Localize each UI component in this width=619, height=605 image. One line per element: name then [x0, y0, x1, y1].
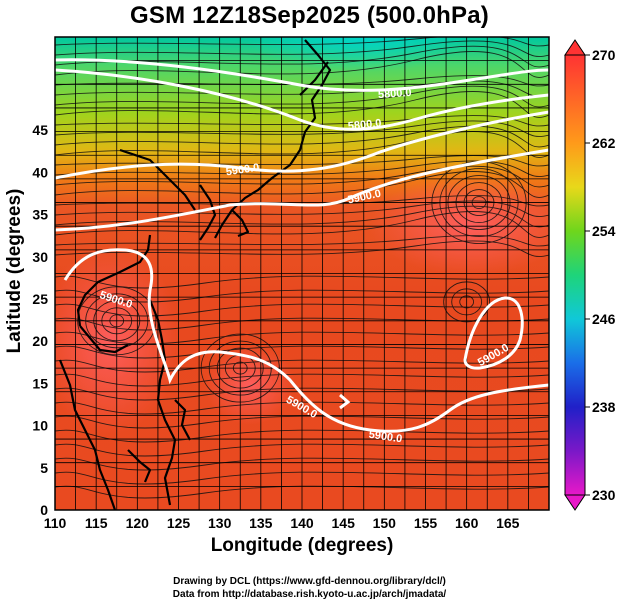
streamline	[55, 443, 549, 457]
y-tick-label: 5	[40, 460, 48, 476]
contour-5900-tail	[339, 393, 351, 410]
colorbar-tick-label: 270	[592, 47, 616, 63]
plot-frame	[54, 36, 550, 511]
streamline	[55, 373, 549, 387]
colorbar-bottom-cap	[564, 494, 586, 511]
y-tick-label: 20	[32, 333, 48, 349]
y-tick-label: 15	[32, 375, 48, 391]
colorbar-tick-label: 230	[592, 487, 616, 503]
streamline	[55, 131, 549, 158]
x-tick-label: 155	[414, 515, 438, 531]
streamline	[55, 359, 549, 373]
colorbar-tick-marks	[585, 54, 590, 496]
colorbar-top-cap	[564, 39, 586, 56]
y-tick-label: 25	[32, 291, 48, 307]
height-contours	[55, 58, 549, 433]
x-tick-label: 150	[373, 515, 397, 531]
streamline	[55, 415, 549, 429]
x-axis-ticks: 110 115 120 125 130 135 140 145 150 155 …	[44, 515, 520, 531]
x-tick-label: 160	[455, 515, 479, 531]
streamline	[55, 155, 549, 167]
colorbar-tick-label: 262	[592, 135, 616, 151]
streamline	[55, 125, 549, 148]
y-tick-label: 10	[32, 418, 48, 434]
streamline	[55, 91, 549, 118]
streamline	[55, 37, 549, 47]
x-tick-label: 165	[496, 515, 520, 531]
streamline	[55, 275, 549, 289]
streamline	[55, 211, 549, 238]
streamline	[55, 205, 549, 228]
colorbar-tick-label: 254	[592, 223, 616, 239]
streamline	[55, 115, 549, 127]
colorbar-tick-label: 238	[592, 399, 616, 415]
credit-data: Data from http://database.rish.kyoto-u.a…	[172, 589, 447, 600]
x-tick-label: 130	[208, 515, 232, 531]
x-tick-label: 120	[126, 515, 150, 531]
streamline	[55, 331, 549, 345]
streamline	[55, 429, 549, 443]
contour-label: 5900.0	[225, 162, 260, 179]
streamline	[55, 40, 549, 57]
streamline	[55, 85, 549, 108]
streamline	[55, 51, 549, 78]
y-axis-ticks: 0 5 10 15 20 25 30 35 40 45	[32, 122, 48, 518]
y-tick-label: 0	[40, 502, 48, 518]
colorbar-scale	[564, 54, 586, 496]
streamline	[55, 200, 549, 217]
credit-drawing: Drawing by DCL (https://www.gfd-dennou.o…	[173, 576, 446, 587]
contour-5800-north	[55, 58, 549, 92]
colorbar-tick-label: 246	[592, 311, 616, 327]
streamline	[55, 303, 549, 317]
y-tick-label: 40	[32, 164, 48, 180]
x-tick-label: 145	[332, 515, 356, 531]
warm-anomaly-northeast	[370, 175, 549, 275]
contour-5900-west	[63, 248, 549, 433]
contour-5800-south	[55, 68, 549, 131]
streamline	[55, 240, 549, 257]
streamline	[55, 75, 549, 87]
streamline	[55, 160, 549, 177]
streamline	[55, 471, 549, 485]
x-tick-label: 110	[44, 515, 67, 531]
x-tick-label: 115	[85, 515, 108, 531]
contour-5900-japan	[55, 148, 549, 232]
x-tick-label: 125	[167, 515, 191, 531]
colorbar: 270 262 254 246 238 230	[564, 39, 616, 511]
contour-5900-loop	[463, 296, 524, 370]
contour-label: 5800.0	[347, 117, 382, 132]
contour-label: 5800.0	[378, 87, 412, 101]
x-tick-label: 140	[290, 515, 314, 531]
contour-label: 5900.0	[368, 429, 403, 446]
contour-5900-northeast	[55, 110, 549, 180]
plot-area: 5900.0 5900.0 5900.0 5900.0 5900.0 5900.…	[55, 37, 549, 510]
streamline	[55, 165, 549, 188]
y-tick-label: 35	[32, 207, 48, 223]
y-axis-label: Latitude (degrees)	[4, 188, 25, 354]
y-tick-label: 30	[32, 249, 48, 265]
y-tick-label: 45	[32, 122, 48, 138]
x-tick-label: 135	[249, 515, 273, 531]
lat-lon-grid	[55, 37, 549, 510]
streamline	[55, 235, 549, 247]
x-axis-label: Longitude (degrees)	[210, 535, 394, 556]
streamline	[55, 485, 549, 499]
chart-title: GSM 12Z18Sep2025 (500.0hPa)	[130, 2, 489, 29]
streamline	[55, 289, 549, 303]
